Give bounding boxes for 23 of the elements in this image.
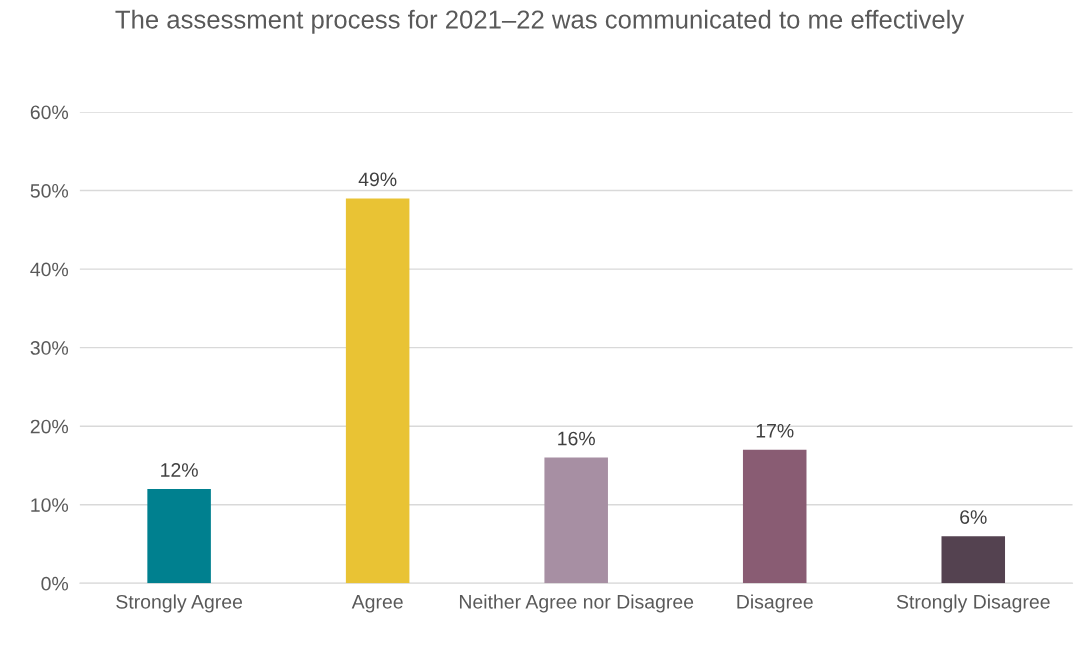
y-tick-label: 60% [30,105,69,120]
x-tick-label: Neither Agree nor Disagree [459,594,694,613]
bar [544,457,608,584]
bar [147,489,211,584]
y-tick-label: 0% [41,576,69,591]
data-label: 16% [558,431,595,446]
x-tick-label: Agree [351,595,403,613]
data-label: 49% [358,172,397,187]
y-tick-label: 20% [30,419,69,434]
y-tick-label: 30% [30,341,69,355]
data-label: 17% [756,423,794,438]
bar [345,198,410,584]
y-tick-label: 40% [30,262,69,277]
y-tick-label: 50% [30,183,69,198]
y-tick-label: 10% [31,498,69,512]
chart-title: The assessment process for 2021–22 was communicated to me effectively [115,9,965,34]
x-tick-label: Strongly Agree [116,594,243,613]
data-label: 6% [960,510,987,524]
x-tick-label: Strongly Disagree [896,594,1050,613]
x-tick-label: Disagree [737,594,813,613]
data-label: 12% [161,463,198,477]
bar [941,536,1006,584]
bar [742,449,807,584]
